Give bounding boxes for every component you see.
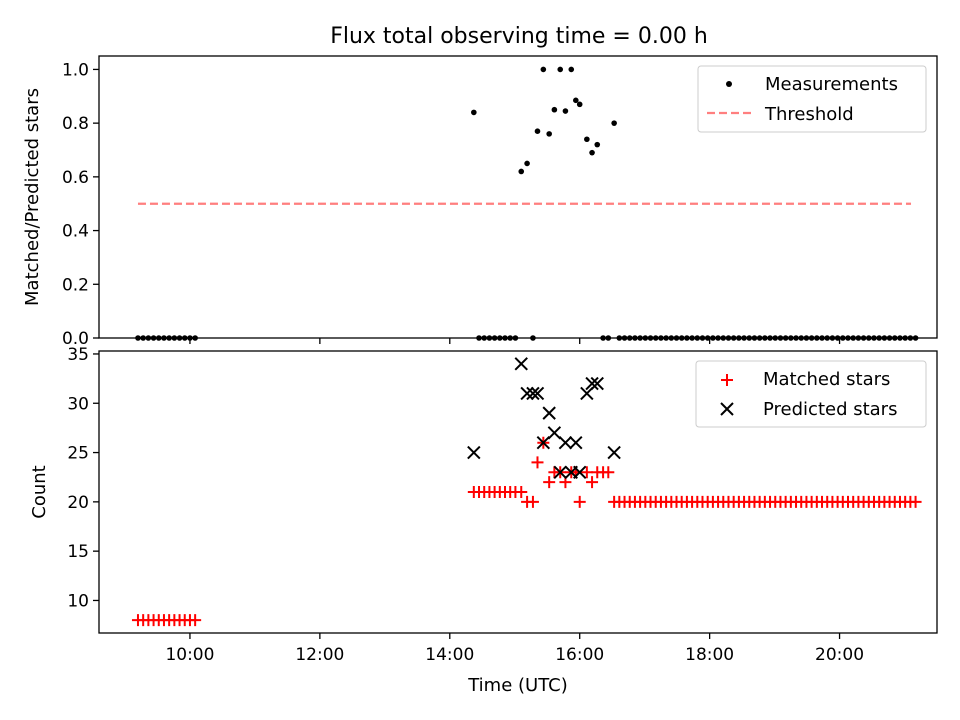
top-panel: 0.0 0.2 0.4 0.6 0.8 1.0 Matched/Predicted sta… — [22, 55, 938, 349]
measurement-point — [534, 128, 541, 134]
matched-stars-point — [909, 495, 922, 508]
matched-stars-point — [586, 476, 599, 489]
measurement-point — [589, 149, 595, 156]
matched-stars-point — [543, 476, 556, 489]
matched-stars-legend-label: Matched stars — [763, 369, 890, 390]
matched-stars-point — [189, 614, 202, 627]
threshold-legend-label: Threshold — [764, 104, 854, 125]
measurement-point — [546, 131, 552, 137]
bottom-panel-ylabel: Count — [29, 465, 50, 518]
predicted-stars-legend-label: Predicted stars — [763, 399, 897, 420]
predicted-stars-point — [553, 465, 567, 479]
measurement-point — [573, 97, 579, 104]
matched-stars-point — [602, 466, 615, 479]
measurement-point — [551, 106, 558, 113]
predicted-stars-legend-marker — [720, 402, 734, 416]
y-tick-label: 30 — [67, 394, 89, 414]
bottom-panel-xlabel: Time (UTC) — [467, 675, 568, 696]
predicted-stars-point — [547, 426, 562, 440]
measurement-point — [576, 101, 583, 108]
axes-frame — [98, 55, 938, 339]
measurement-point — [524, 160, 530, 167]
top-panel-ylabel: Matched/Predicted stars — [22, 88, 43, 306]
y-tick-label: 1.0 — [62, 60, 89, 80]
top-panel-axes: 0.0 0.2 0.4 0.6 0.8 1.0 — [62, 55, 938, 349]
y-tick-label: 20 — [67, 493, 89, 513]
bottom-panel-axes: 10 15 20 25 30 35 10:00 12:00 14:00 16:00 18:00 20:… — [67, 345, 938, 665]
top-panel-legend: Measurements Threshold — [697, 65, 927, 133]
matched-stars-point — [515, 486, 528, 498]
predicted-stars-point — [558, 435, 573, 450]
measurements-legend-label: Measurements — [765, 74, 898, 95]
y-tick-label: 25 — [67, 444, 89, 464]
y-tick-label: 0.2 — [62, 275, 89, 295]
matched-stars-point — [573, 495, 586, 508]
y-tick-label: 0.4 — [62, 222, 89, 242]
x-tick-label: 14:00 — [425, 645, 474, 665]
predicted-stars-point — [569, 435, 583, 450]
measurement-point — [611, 120, 617, 126]
matched-stars-point — [580, 466, 593, 479]
predicted-stars-point — [526, 386, 540, 401]
predicted-stars-point — [585, 376, 599, 391]
x-tick-label: 16:00 — [555, 645, 604, 665]
predicted-stars-point — [580, 386, 594, 401]
predicted-stars-point — [542, 406, 556, 420]
matched-stars-point — [531, 456, 544, 469]
predicted-stars-point — [590, 376, 604, 391]
predicted-stars-point — [607, 445, 621, 460]
measurement-point — [471, 109, 477, 116]
y-tick-label: 35 — [67, 345, 89, 365]
measurement-point — [562, 108, 569, 114]
plot-area — [131, 357, 922, 627]
bottom-panel: 10 15 20 25 30 35 10:00 12:00 14:00 16:00 18:00 20:… — [29, 345, 938, 696]
bottom-panel-marks — [131, 357, 922, 627]
predicted-stars-point — [530, 386, 545, 401]
measurement-point — [594, 141, 601, 148]
predicted-stars-point — [467, 445, 481, 460]
measurement-point — [540, 66, 547, 73]
x-tick-label: 18:00 — [685, 645, 734, 665]
matched-stars-legend-marker — [721, 374, 733, 386]
y-tick-label: 0.0 — [62, 329, 89, 349]
matched-stars-point — [526, 495, 539, 508]
predicted-stars-point — [514, 357, 528, 371]
axes-frame — [98, 350, 938, 634]
predicted-stars-point — [520, 386, 534, 401]
x-tick-label: 10:00 — [165, 645, 214, 665]
measurements-legend-marker — [726, 81, 732, 87]
measurement-point — [557, 66, 564, 73]
top-legend-box — [697, 65, 927, 133]
bottom-legend-box — [695, 360, 927, 428]
predicted-stars-point — [573, 465, 587, 479]
figure-title: Flux total observing time = 0.00 h — [330, 24, 708, 49]
measurement-point — [518, 168, 525, 175]
measurement-point — [584, 136, 590, 143]
measurement-point — [568, 66, 575, 73]
bottom-panel-legend: Matched stars Predicted stars — [695, 360, 927, 428]
x-tick-label: 12:00 — [295, 645, 344, 665]
predicted-stars-point — [536, 435, 551, 450]
y-tick-label: 0.8 — [62, 114, 89, 134]
y-tick-label: 0.6 — [62, 168, 89, 188]
y-tick-label: 10 — [67, 591, 89, 611]
y-tick-label: 15 — [67, 542, 89, 562]
x-tick-label: 20:00 — [815, 645, 864, 665]
